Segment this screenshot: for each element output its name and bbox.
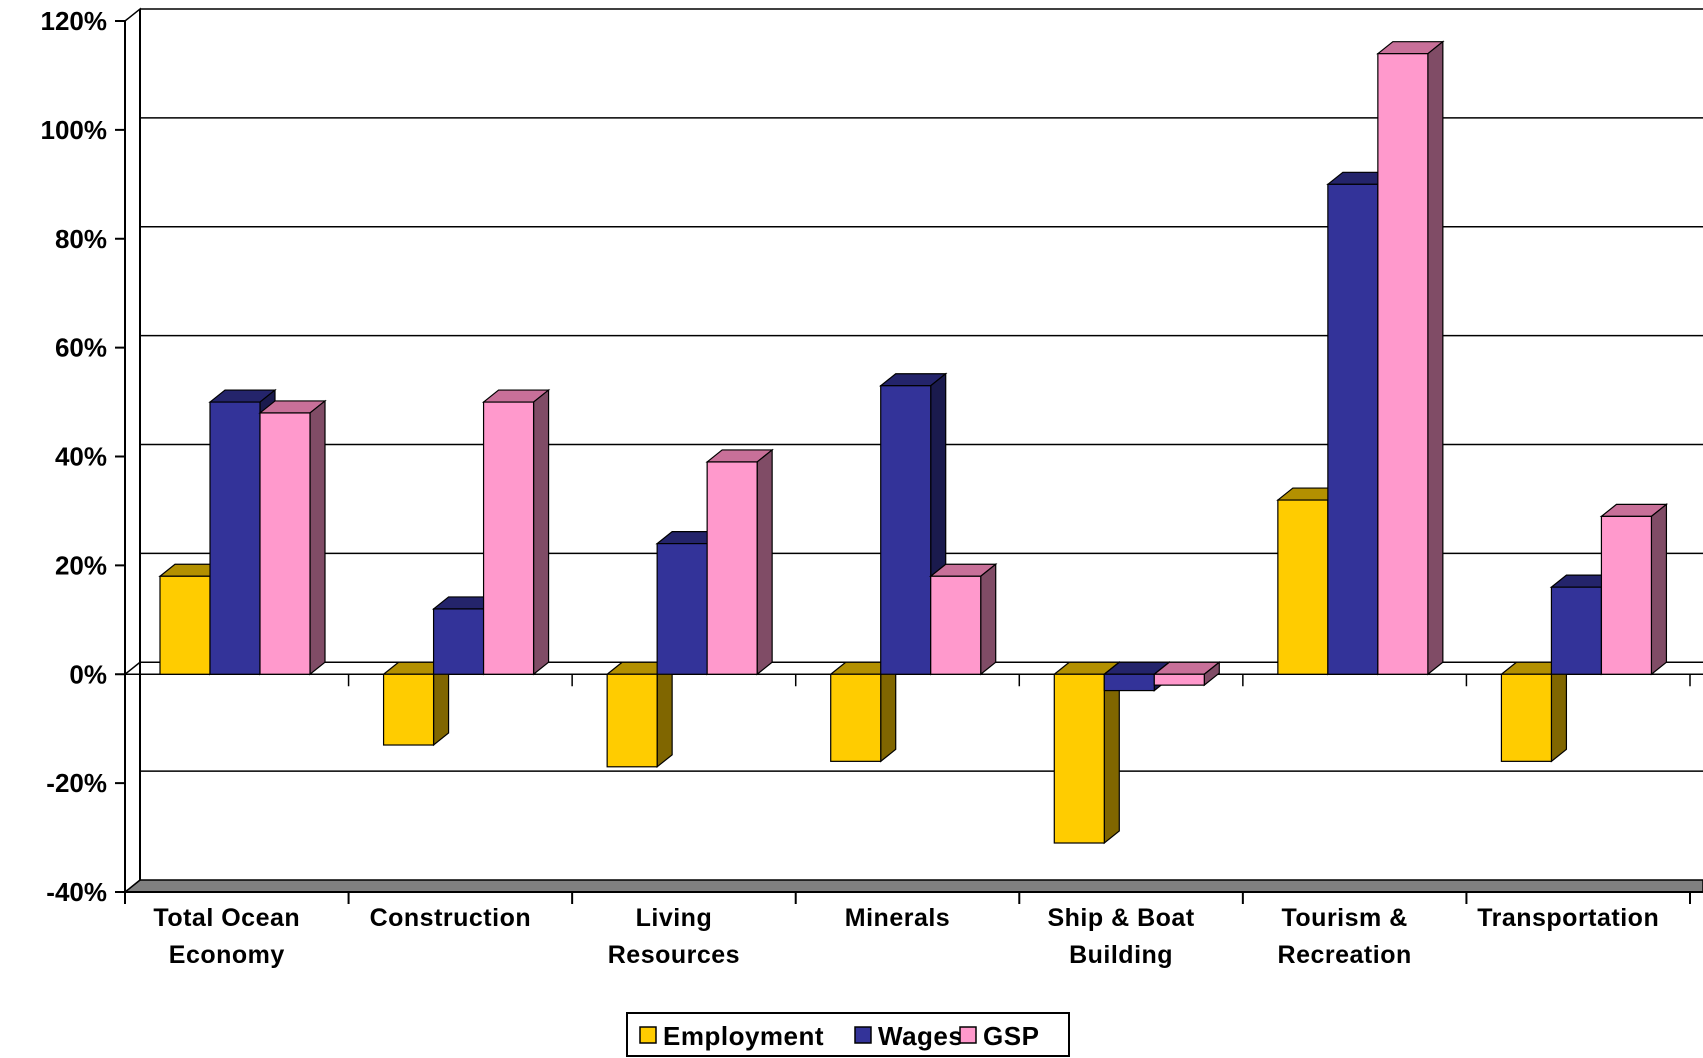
legend-label-wages: Wages [878, 1021, 963, 1051]
bar-gsp-1 [481, 388, 551, 676]
y-tick-label: 80% [55, 224, 107, 254]
bars [158, 40, 1669, 845]
legend-label-employment: Employment [663, 1021, 824, 1051]
y-tick-label: 0% [69, 659, 107, 689]
bar-gsp-6 [1599, 503, 1669, 676]
bar-wages-6 [1549, 573, 1619, 676]
legend-swatch-wages [854, 1026, 872, 1044]
x-category-label: Transportation [1477, 904, 1659, 932]
y-tick-label: 60% [55, 333, 107, 363]
y-tick-label: -20% [46, 768, 107, 798]
y-tick-label: 20% [55, 550, 107, 580]
chart-floor-plane [122, 879, 1703, 893]
x-category-label: Ship & Boat Building [1047, 904, 1194, 969]
legend-swatch-employment [639, 1026, 657, 1044]
y-tick-label: 100% [41, 115, 108, 145]
legend-box [626, 1012, 1070, 1057]
bar-employment-3 [829, 661, 898, 763]
bar-gsp-2 [705, 448, 774, 676]
y-tick-label: -40% [46, 877, 107, 907]
legend-swatch-gsp [959, 1026, 977, 1044]
x-category-label: Total Ocean Economy [153, 904, 300, 969]
x-axis-category-labels: Total Ocean Economy Construction Living Reso… [153, 904, 1659, 969]
legend: Employment Wages GSP [626, 1012, 1070, 1057]
bar-gsp-5 [1376, 40, 1445, 676]
legend-label-gsp: GSP [983, 1021, 1039, 1051]
bar-gsp-4 [1152, 661, 1221, 687]
bar-gsp-3 [929, 563, 998, 676]
x-category-label: Tourism & Recreation [1278, 904, 1412, 969]
x-category-label: Minerals [845, 904, 950, 932]
bar-gsp-0 [258, 399, 327, 676]
y-tick-label: 40% [55, 442, 107, 472]
x-category-label: Construction [370, 904, 532, 932]
left-wall [124, 7, 141, 894]
bar-employment-2 [605, 661, 674, 769]
x-category-label: Living Resources [608, 904, 740, 969]
y-axis-tick-labels: -40% -20% 0% 20% 40% 60% 80% 100% 120% [41, 6, 108, 907]
bar-employment-6 [1499, 661, 1569, 763]
y-tick-label: 120% [41, 6, 108, 36]
bar-employment-1 [381, 661, 451, 747]
